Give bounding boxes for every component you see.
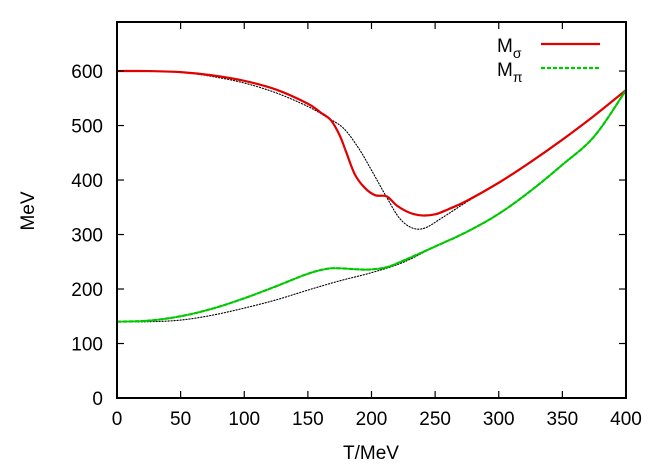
y-tick-label: 300 [71,226,103,247]
x-tick-label: 300 [483,409,515,430]
x-tick-label: 400 [610,409,642,430]
x-axis-label: T/MeV [343,443,399,464]
legend-label: Mπ [497,60,523,85]
y-axis-label: MeV [18,191,39,230]
x-tick-label: 350 [547,409,579,430]
series-layer [115,69,628,323]
series-line-3 [116,89,627,323]
x-tick-label: 150 [292,409,324,430]
x-tick-label: 50 [170,409,191,430]
y-tick-label: 100 [71,335,103,356]
series-line-2 [116,70,627,230]
x-tick-label: 100 [228,409,260,430]
legend-label: Mσ [497,36,522,61]
series-line-0 [115,69,628,217]
x-tick-label: 250 [419,409,451,430]
y-tick-label: 600 [71,62,103,83]
y-tick-label: 500 [71,117,103,138]
x-tick-label: 0 [112,409,123,430]
y-tick-label: 400 [71,171,103,192]
x-tick-label: 200 [356,409,388,430]
series-line-1 [115,89,628,323]
plot-frame [116,21,627,399]
ticks-layer: 0 50 100 150 200 250 300 350 400 0 100 200 300 400 500… [71,22,642,430]
y-tick-label: 0 [92,389,103,410]
y-tick-label: 200 [71,280,103,301]
